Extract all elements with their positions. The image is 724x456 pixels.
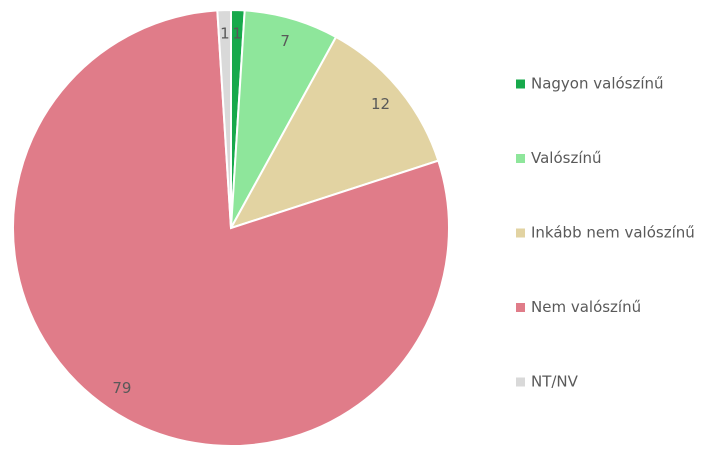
pie-slice bbox=[228, 35, 440, 230]
pie-slice bbox=[216, 8, 232, 229]
data-label: 1 bbox=[232, 25, 242, 43]
legend-swatch bbox=[516, 228, 525, 238]
legend-swatch bbox=[516, 79, 525, 89]
legend-swatch bbox=[516, 377, 525, 387]
data-label: 12 bbox=[371, 95, 390, 113]
legend-label: NT/NV bbox=[531, 373, 579, 391]
legend-swatch bbox=[516, 303, 525, 312]
legend-label: Inkább nem valószínű bbox=[531, 224, 695, 242]
legend-swatch bbox=[516, 154, 525, 163]
data-label: 1 bbox=[220, 25, 230, 43]
legend-label: Valószínű bbox=[531, 149, 602, 167]
pie-slice bbox=[12, 9, 450, 447]
legend-label: Nagyon valószínű bbox=[531, 75, 664, 93]
data-label: 7 bbox=[280, 32, 290, 50]
legend-label: Nem valószínű bbox=[531, 298, 641, 316]
data-label: 79 bbox=[112, 379, 131, 397]
